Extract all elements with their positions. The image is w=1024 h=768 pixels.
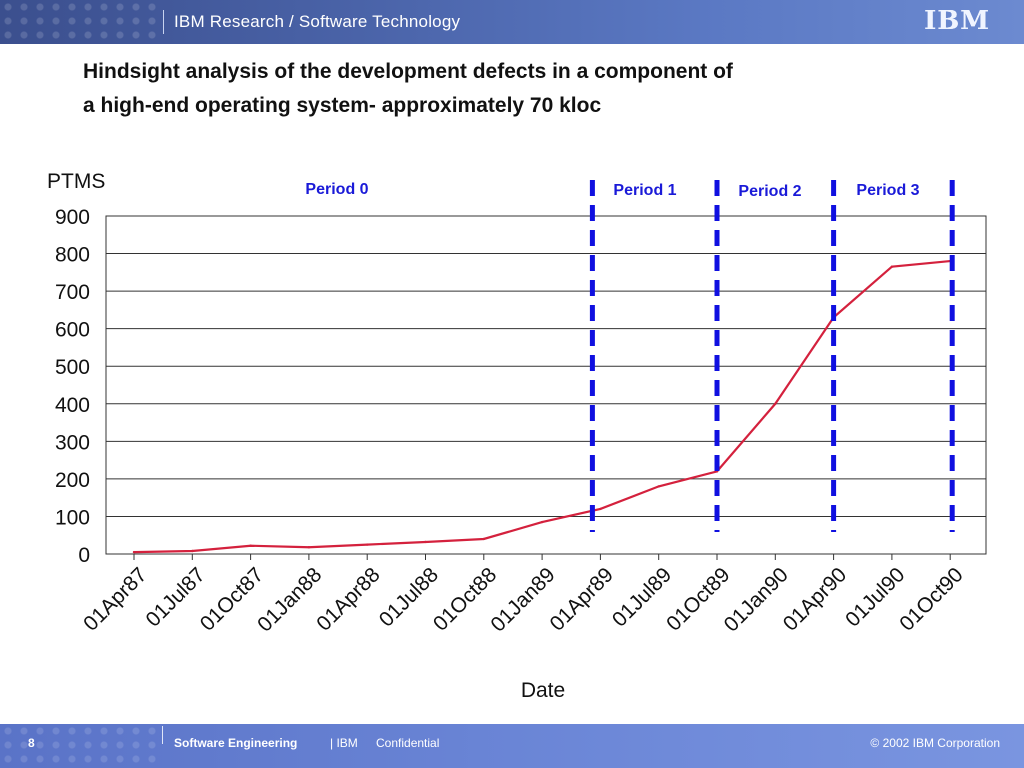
data-point bbox=[890, 265, 894, 268]
data-point bbox=[191, 549, 194, 553]
x-tick-label: 01Apr89 bbox=[546, 563, 618, 635]
y-tick-label: 900 bbox=[55, 206, 90, 229]
y-tick-label: 600 bbox=[55, 319, 90, 342]
y-tick-label: 300 bbox=[55, 431, 90, 454]
data-point bbox=[366, 543, 369, 546]
slide-title-line2: a high-end operating system- approximate… bbox=[83, 94, 602, 117]
data-point bbox=[657, 485, 660, 488]
footer-confidential: Confidential bbox=[376, 736, 440, 750]
period-label: Period 3 bbox=[856, 182, 919, 199]
page-number: 8 bbox=[28, 736, 35, 750]
y-tick-label: 800 bbox=[55, 244, 90, 267]
data-point bbox=[424, 540, 427, 544]
data-point bbox=[774, 402, 777, 405]
data-line bbox=[133, 259, 951, 554]
header-bar: IBM Research / Software Technology IBM bbox=[0, 0, 1024, 44]
y-tick-label: 0 bbox=[78, 544, 90, 567]
slide-title: Hindsight analysis of the development de… bbox=[83, 55, 983, 123]
slide-title-line1: Hindsight analysis of the development de… bbox=[83, 60, 733, 83]
x-axis-label: Date bbox=[521, 679, 565, 702]
y-tick-label: 400 bbox=[55, 394, 90, 417]
header-separator bbox=[163, 10, 164, 34]
ibm-logo: IBM bbox=[924, 6, 990, 36]
footer-org: | IBM bbox=[330, 736, 358, 750]
chart: 0 100 200 300 400 500 600 700 800 900 PTMS 01Apr87 0… bbox=[47, 170, 987, 702]
y-tick-label: 100 bbox=[55, 506, 90, 529]
x-tick-label: 01Jan90 bbox=[720, 563, 793, 636]
y-axis-label: PTMS bbox=[47, 170, 105, 193]
x-tick-label: 01Apr87 bbox=[79, 563, 151, 635]
data-point bbox=[540, 520, 544, 524]
header-pattern bbox=[0, 0, 160, 44]
data-point bbox=[307, 546, 311, 549]
period-label: Period 2 bbox=[738, 183, 801, 200]
y-tick-label: 700 bbox=[55, 281, 90, 304]
header-title: IBM Research / Software Technology bbox=[174, 12, 461, 31]
y-tick-label: 200 bbox=[55, 469, 90, 492]
footer-separator bbox=[162, 726, 163, 744]
data-point bbox=[132, 550, 136, 554]
x-tick-label: 01Jan89 bbox=[486, 563, 559, 636]
course-name: Software Engineering bbox=[174, 736, 298, 750]
data-point bbox=[599, 507, 602, 511]
x-tick-label: 01Apr88 bbox=[312, 563, 384, 635]
data-point bbox=[249, 544, 252, 547]
footer-pattern bbox=[0, 724, 160, 768]
x-tick-label: 01Jan88 bbox=[253, 563, 326, 636]
y-tick-label: 500 bbox=[55, 356, 90, 379]
period-label: Period 1 bbox=[613, 182, 676, 199]
period-label: Period 0 bbox=[305, 181, 368, 198]
data-point bbox=[482, 537, 485, 541]
plot-frame bbox=[105, 215, 987, 555]
footer-copyright: © 2002 IBM Corporation bbox=[870, 736, 1000, 750]
x-tick-label: 01Apr90 bbox=[779, 563, 851, 635]
x-tick-label: 01Oct90 bbox=[895, 563, 967, 635]
footer-bar: 8 Software Engineering | IBM Confidentia… bbox=[0, 724, 1024, 768]
